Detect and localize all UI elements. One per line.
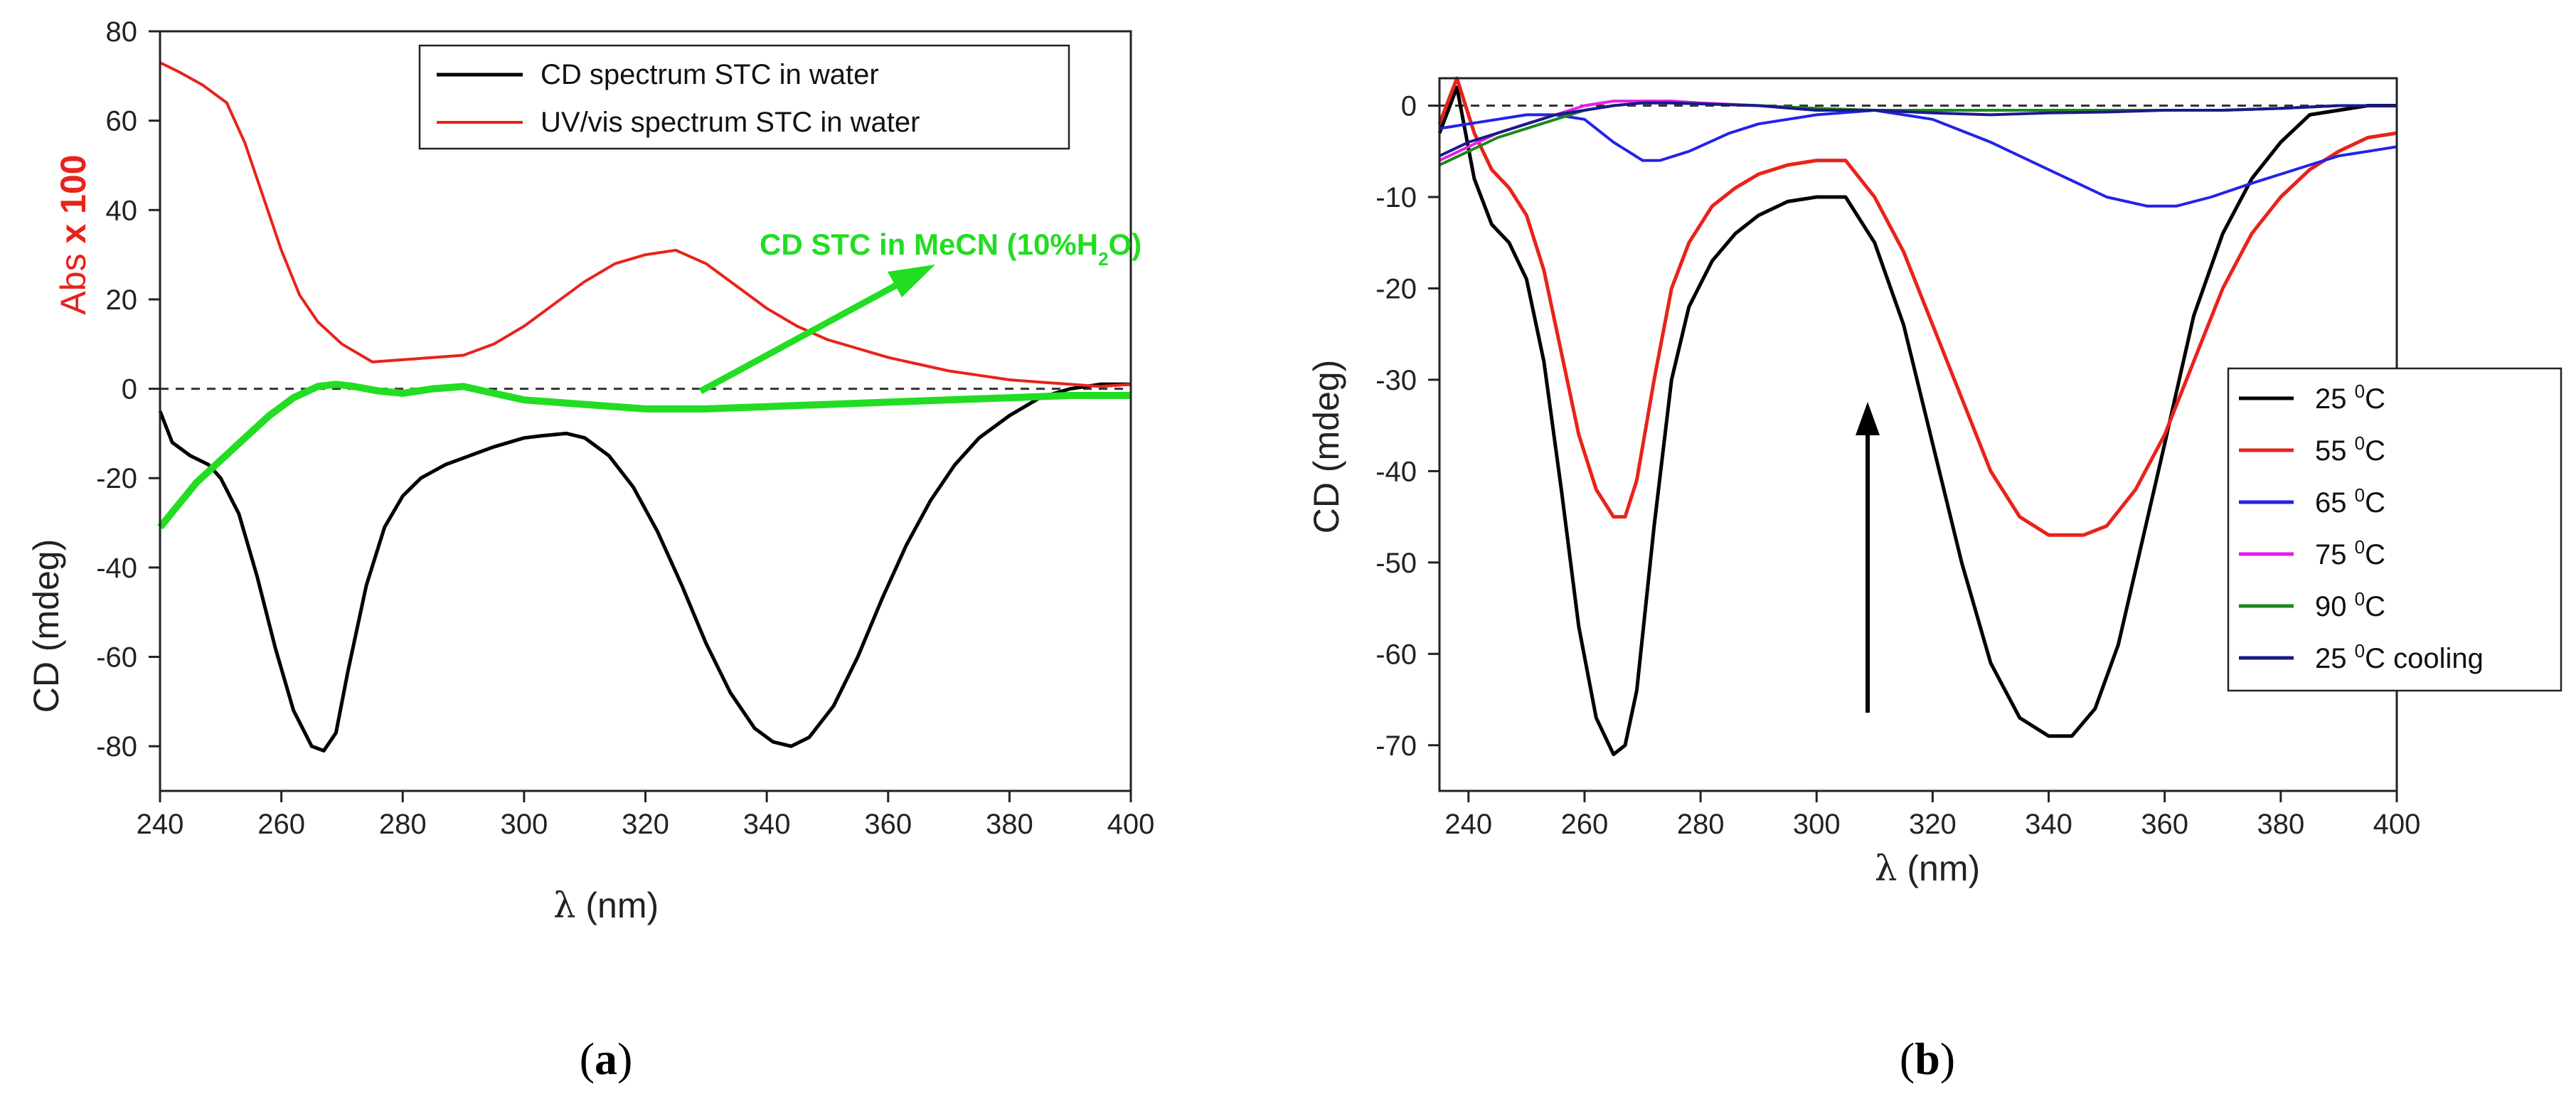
chart-b-x-axis-label: λ (nm) (1875, 848, 1980, 889)
chart-a-x-tick: 400 (1107, 809, 1155, 840)
chart-a-legend-box (418, 44, 1070, 150)
chart-a-x-tick: 380 (986, 809, 1033, 840)
chart-b-y-tick: -40 (1375, 456, 1417, 487)
chart-a-y-tick: 20 (106, 285, 138, 316)
chart-b-legend: 25 0C 55 0C 65 0C 75 0C 90 0C 25 0C cool… (2227, 367, 2562, 692)
chart-a-y-tick: 0 (122, 374, 137, 405)
chart-a-legend: CD spectrum STC in water UV/vis spectrum… (418, 44, 1070, 150)
chart-b-x-tick: 400 (2373, 809, 2421, 840)
chart-a-x-tick: 260 (257, 809, 305, 840)
chart-b-legend-label: 75 0C (2315, 536, 2385, 570)
chart-b-ticks (1428, 105, 2398, 802)
chart-a-x-tick: 280 (379, 809, 427, 840)
chart-a-annotation-text: CD STC in MeCN (10%H2O) (760, 228, 1141, 270)
chart-a-x-tick-labels: 240 260 280 300 320 340 360 380 400 (137, 809, 1155, 840)
chart-b-y-tick: -10 (1375, 182, 1417, 213)
chart-b-y-tick: -60 (1375, 639, 1417, 670)
chart-a-y-tick: -60 (96, 642, 137, 674)
chart-b-legend-label: 55 0C (2315, 432, 2385, 467)
chart-a-y-tick: 60 (106, 106, 138, 137)
chart-b-legend-box (2227, 367, 2562, 692)
chart-b-x-tick: 280 (1677, 809, 1725, 840)
chart-a-annotation-arrow (698, 282, 900, 394)
chart-b-legend-label: 25 0C cooling (2315, 640, 2484, 674)
chart-b: 240 260 280 300 320 340 360 380 400 0 -1… (1306, 76, 2562, 1084)
chart-a-x-tick: 300 (501, 809, 548, 840)
chart-b-x-tick: 260 (1561, 809, 1609, 840)
chart-a-ticks (149, 30, 1132, 802)
chart-a-y-tick: 80 (106, 16, 138, 48)
chart-b-y-tick-labels: 0 -10 -20 -30 -40 -50 -60 -70 (1375, 91, 1417, 762)
chart-b-x-tick: 300 (1793, 809, 1841, 840)
chart-b-legend-label: 25 0C (2315, 381, 2385, 415)
chart-a-x-tick: 360 (864, 809, 912, 840)
chart-a-panel-label: (a) (580, 1033, 633, 1084)
chart-b-series-55c (1437, 76, 2397, 537)
chart-a-annotation-arrowhead (888, 265, 935, 297)
chart-b-legend-label: 65 0C (2315, 484, 2385, 519)
chart-a-y-tick: -40 (96, 553, 137, 584)
chart-a-x-tick: 240 (137, 809, 184, 840)
chart-b-panel-label: (b) (1900, 1033, 1955, 1084)
chart-a-series-cd-water (158, 382, 1131, 753)
chart-a-series-uv-water (159, 61, 1132, 388)
chart-a-y-tick: -80 (96, 731, 137, 762)
chart-a-x-tick: 320 (622, 809, 669, 840)
chart-b-x-tick: 380 (2257, 809, 2304, 840)
chart-b-arrow-head (1856, 402, 1880, 435)
chart-b-y-tick: -50 (1375, 548, 1417, 579)
chart-b-y-tick: 0 (1401, 91, 1417, 122)
chart-a-y-tick: 40 (106, 195, 138, 226)
chart-a: 240 260 280 300 320 340 360 380 400 80 6… (26, 16, 1154, 1084)
chart-b-x-tick: 360 (2141, 809, 2188, 840)
chart-a-legend-label: CD spectrum STC in water (541, 59, 879, 90)
chart-a-series-cd-mecn (157, 381, 1131, 530)
chart-b-y-tick: -20 (1375, 273, 1417, 304)
chart-b-series-25c-cooling (1439, 101, 2397, 158)
chart-b-x-tick-labels: 240 260 280 300 320 340 360 380 400 (1444, 809, 2420, 840)
chart-b-y-axis-label: CD (mdeg) (1306, 360, 1346, 533)
chart-a-y-axis-label-cd: CD (mdeg) (26, 539, 66, 713)
chart-b-x-tick: 340 (2025, 809, 2072, 840)
chart-b-arrow-annotation (1856, 402, 1880, 713)
chart-a-plot-frame (159, 30, 1132, 792)
chart-b-legend-label: 90 0C (2315, 588, 2385, 622)
chart-a-y-axis-label-abs: Abs x 100 (53, 154, 93, 314)
chart-a-annotation: CD STC in MeCN (10%H2O) (698, 228, 1141, 394)
chart-b-series-25c (1437, 85, 2397, 757)
chart-b-x-tick: 320 (1909, 809, 1957, 840)
chart-b-y-tick: -70 (1375, 730, 1417, 762)
chart-a-x-axis-label: λ (nm) (553, 885, 659, 926)
chart-a-x-tick: 340 (743, 809, 791, 840)
chart-b-series-65c (1439, 109, 2397, 208)
chart-b-y-tick: -30 (1375, 365, 1417, 396)
chart-a-legend-label: UV/vis spectrum STC in water (541, 107, 920, 138)
chart-a-y-tick-labels: 80 60 40 20 0 -20 -40 -60 -80 (96, 16, 137, 762)
chart-b-x-tick: 240 (1444, 809, 1492, 840)
chart-a-y-tick: -20 (96, 463, 137, 494)
